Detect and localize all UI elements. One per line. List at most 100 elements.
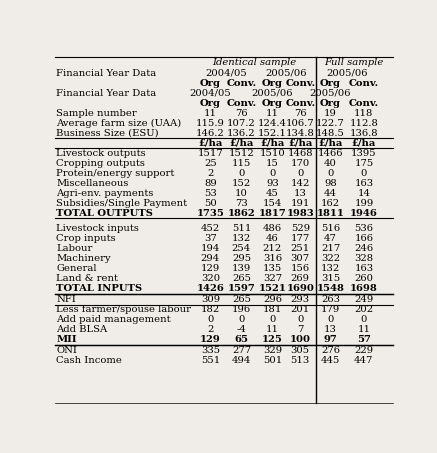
Text: 107.2: 107.2 [227, 119, 256, 128]
Text: Org: Org [320, 99, 341, 108]
Text: 156: 156 [291, 264, 310, 273]
Text: 1521: 1521 [258, 284, 286, 294]
Text: 166: 166 [354, 234, 373, 243]
Text: Cash Income: Cash Income [56, 356, 122, 365]
Text: 307: 307 [291, 254, 310, 263]
Text: 0: 0 [269, 169, 276, 178]
Text: 315: 315 [321, 275, 340, 283]
Text: 295: 295 [232, 254, 251, 263]
Text: 2005/06: 2005/06 [252, 89, 293, 98]
Text: £/ha: £/ha [352, 139, 376, 148]
Text: ONI: ONI [56, 346, 77, 355]
Text: £/ha: £/ha [288, 139, 312, 148]
Text: 260: 260 [354, 275, 373, 283]
Text: Less farmer/spouse labour: Less farmer/spouse labour [56, 305, 191, 314]
Text: £/ha: £/ha [260, 139, 284, 148]
Text: 249: 249 [354, 295, 374, 304]
Text: 1811: 1811 [316, 209, 344, 218]
Text: 1517: 1517 [198, 149, 223, 158]
Text: 447: 447 [354, 356, 374, 365]
Text: 296: 296 [263, 295, 282, 304]
Text: 132: 132 [321, 264, 340, 273]
Text: 142: 142 [291, 179, 310, 188]
Text: 2004/05: 2004/05 [190, 89, 231, 98]
Text: 1395: 1395 [351, 149, 377, 158]
Text: 251: 251 [291, 244, 310, 253]
Text: 202: 202 [354, 305, 373, 314]
Text: 1690: 1690 [286, 284, 314, 294]
Text: 134.8: 134.8 [286, 129, 315, 138]
Text: Conv.: Conv. [285, 79, 316, 88]
Text: 529: 529 [291, 224, 310, 233]
Text: 122.7: 122.7 [316, 119, 345, 128]
Text: 146.2: 146.2 [196, 129, 225, 138]
Text: 152.1: 152.1 [258, 129, 287, 138]
Text: 118: 118 [354, 109, 374, 118]
Text: 246: 246 [354, 244, 373, 253]
Text: Full sample: Full sample [324, 58, 383, 67]
Text: 13: 13 [324, 325, 337, 334]
Text: 45: 45 [266, 189, 279, 198]
Text: 445: 445 [321, 356, 340, 365]
Text: 201: 201 [291, 305, 310, 314]
Text: 196: 196 [232, 305, 251, 314]
Text: Identical sample: Identical sample [212, 58, 297, 67]
Text: 335: 335 [201, 346, 220, 355]
Text: 2: 2 [207, 169, 214, 178]
Text: 154: 154 [263, 199, 282, 208]
Text: 1946: 1946 [350, 209, 378, 218]
Text: Agri-env. payments: Agri-env. payments [56, 189, 153, 198]
Text: 112.8: 112.8 [350, 119, 378, 128]
Text: 0: 0 [327, 169, 334, 178]
Text: 2005/06: 2005/06 [310, 89, 351, 98]
Text: 1468: 1468 [288, 149, 313, 158]
Text: 11: 11 [266, 109, 279, 118]
Text: Org: Org [262, 99, 283, 108]
Text: Conv.: Conv. [349, 99, 379, 108]
Text: Land & rent: Land & rent [56, 275, 118, 283]
Text: 50: 50 [204, 199, 217, 208]
Text: 1862: 1862 [228, 209, 255, 218]
Text: 93: 93 [266, 179, 279, 188]
Text: 501: 501 [263, 356, 282, 365]
Text: 135: 135 [263, 264, 282, 273]
Text: 129: 129 [201, 264, 220, 273]
Text: £/ha: £/ha [229, 139, 253, 148]
Text: 1698: 1698 [350, 284, 378, 294]
Text: 309: 309 [201, 295, 220, 304]
Text: £/ha: £/ha [318, 139, 343, 148]
Text: TOTAL INPUTS: TOTAL INPUTS [56, 284, 142, 294]
Text: Machinery: Machinery [56, 254, 111, 263]
Text: 115.9: 115.9 [196, 119, 225, 128]
Text: Crop inputs: Crop inputs [56, 234, 116, 243]
Text: 0: 0 [297, 315, 303, 324]
Text: 14: 14 [357, 189, 370, 198]
Text: 148.5: 148.5 [316, 129, 345, 138]
Text: MII: MII [56, 335, 77, 344]
Text: Livestock outputs: Livestock outputs [56, 149, 146, 158]
Text: 1597: 1597 [228, 284, 255, 294]
Text: 177: 177 [291, 234, 310, 243]
Text: 327: 327 [263, 275, 282, 283]
Text: 0: 0 [297, 169, 303, 178]
Text: TOTAL OUTPUTS: TOTAL OUTPUTS [56, 209, 153, 218]
Text: 53: 53 [204, 189, 217, 198]
Text: Sample number: Sample number [56, 109, 137, 118]
Text: -4: -4 [236, 325, 246, 334]
Text: Org: Org [320, 79, 341, 88]
Text: 47: 47 [324, 234, 337, 243]
Text: 125: 125 [262, 335, 283, 344]
Text: 0: 0 [361, 169, 367, 178]
Text: 277: 277 [232, 346, 251, 355]
Text: General: General [56, 264, 97, 273]
Text: 265: 265 [232, 295, 251, 304]
Text: 0: 0 [238, 315, 245, 324]
Text: 2004/05: 2004/05 [205, 69, 247, 78]
Text: 163: 163 [354, 179, 373, 188]
Text: 1735: 1735 [197, 209, 224, 218]
Text: 329: 329 [263, 346, 282, 355]
Text: 263: 263 [321, 295, 340, 304]
Text: Add paid management: Add paid management [56, 315, 171, 324]
Text: 320: 320 [201, 275, 220, 283]
Text: 10: 10 [235, 189, 248, 198]
